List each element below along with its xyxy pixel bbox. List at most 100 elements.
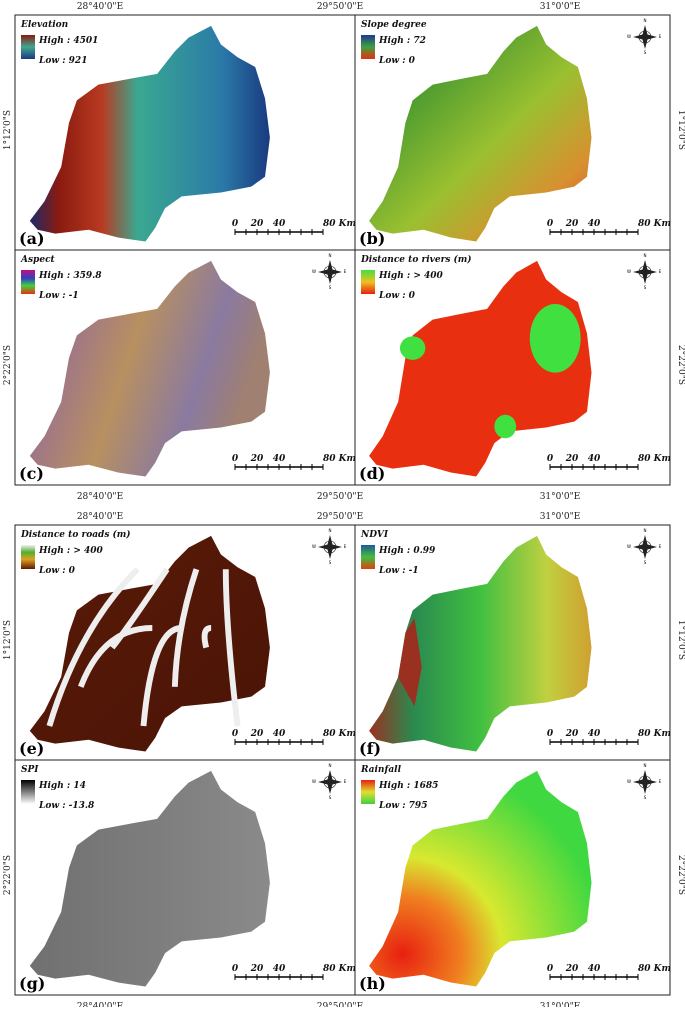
longitude-label: 28°40'0"E	[77, 1002, 123, 1007]
compass-letter: S	[329, 285, 332, 290]
map-panel: Distance to roads (m) High : > 400 Low : 0…	[14, 524, 356, 761]
map-panel: SPI High : 14 Low : -13.8 (g) 0 20 40 80 Km N E S W	[14, 759, 356, 996]
legend-title: Distance to rivers (m)	[360, 254, 472, 265]
map-panel: NDVI High : 0.99 Low : -1 (f) 0 20 40 80 Km N E S W	[354, 524, 671, 761]
scale-label: 40	[588, 219, 601, 229]
map	[369, 260, 592, 477]
panel-letter: (c)	[19, 464, 44, 483]
scale-label: 0	[232, 219, 239, 229]
compass-rose	[323, 775, 337, 789]
compass-letter: E	[659, 269, 662, 274]
map	[29, 25, 270, 242]
panel-letter: (f)	[359, 739, 381, 758]
compass-letter: W	[627, 544, 631, 549]
compass-rose	[318, 770, 342, 794]
map-area	[78, 625, 153, 688]
scale-label: 0	[547, 964, 554, 974]
legend-low: Low : -13.8	[38, 801, 95, 811]
scale-label: 80 Km	[638, 729, 671, 739]
legend-low: Low : 0	[378, 291, 416, 301]
scale-label: 20	[565, 964, 579, 974]
longitude-label: 28°40'0"E	[77, 492, 123, 502]
map-panel: Elevation High : 4501 Low : 921 (a) 0 20 40 80 …	[14, 14, 356, 251]
compass-rose	[638, 265, 652, 279]
compass-letter: W	[627, 779, 631, 784]
compass-letter: W	[312, 779, 316, 784]
legend-title: Rainfall	[360, 765, 402, 775]
map	[369, 25, 592, 242]
compass-letter: E	[659, 779, 662, 784]
map-area	[201, 625, 212, 649]
scale-label: 20	[565, 729, 579, 739]
panel-letter: (g)	[19, 974, 45, 993]
legend-swatch	[21, 545, 35, 569]
map	[29, 535, 270, 752]
scale-label: 0	[232, 729, 239, 739]
scale-label: 0	[547, 219, 554, 229]
compass-rose	[638, 30, 652, 44]
scale-label: 20	[565, 219, 579, 229]
map-area	[369, 260, 592, 477]
compass-letter: W	[312, 544, 316, 549]
scale-label: 0	[547, 454, 554, 464]
panel-letter: (d)	[359, 464, 385, 483]
scale-label: 40	[273, 729, 286, 739]
scale-label: 0	[232, 964, 239, 974]
legend-swatch	[21, 35, 35, 59]
compass-letter: N	[644, 18, 647, 23]
compass-letter: S	[644, 560, 647, 565]
map-area	[369, 25, 592, 242]
compass-letter: S	[329, 560, 332, 565]
latitude-label: 2°22'0"S	[3, 345, 13, 385]
longitude-label: 29°50'0"E	[317, 1002, 363, 1007]
scale-label: 20	[250, 964, 264, 974]
scale-label: 20	[250, 454, 264, 464]
panel-letter: (e)	[19, 739, 44, 758]
legend-high: High : 14	[38, 781, 86, 791]
scale-label: 40	[273, 219, 286, 229]
scale-label: 40	[273, 454, 286, 464]
legend-high: High : 1685	[378, 781, 438, 791]
scale-label: 40	[273, 964, 286, 974]
map-area	[29, 535, 270, 752]
longitude-label: 31°0'0"E	[540, 492, 581, 502]
longitude-label: 28°40'0"E	[77, 512, 123, 522]
map-area	[399, 336, 426, 360]
map-panel: Rainfall High : 1685 Low : 795 (h) 0 20 40 80 K…	[354, 759, 671, 996]
legend-high: High : > 400	[38, 546, 104, 556]
map-area	[29, 770, 270, 987]
compass-rose	[318, 260, 342, 284]
compass-rose	[633, 770, 657, 794]
scale-label: 80 Km	[638, 219, 671, 229]
legend-low: Low : 0	[378, 56, 416, 66]
latitude-label: 1°12'0"S	[3, 110, 13, 150]
compass-letter: N	[329, 528, 332, 533]
legend-title: Elevation	[20, 20, 68, 30]
scale-label: 40	[588, 964, 601, 974]
compass-letter: E	[659, 34, 662, 39]
legend-high: High : > 400	[378, 271, 444, 281]
latitude-label: 1°12'0"S	[676, 620, 685, 660]
map	[369, 770, 592, 987]
map-area	[369, 770, 592, 987]
map-panel: Slope degree High : 72 Low : 0 (b) 0 20 40 80 K…	[354, 14, 671, 251]
panel-letter: (h)	[359, 974, 386, 993]
legend-low: Low : -1	[38, 291, 79, 301]
legend-low: Low : 921	[38, 56, 87, 66]
compass-rose	[633, 260, 657, 284]
map-area	[109, 567, 170, 650]
compass-letter: N	[329, 763, 332, 768]
legend-title: NDVI	[360, 530, 389, 540]
compass-rose	[638, 540, 652, 554]
compass-letter: N	[644, 528, 647, 533]
scale-label: 40	[588, 729, 601, 739]
compass-letter: W	[627, 269, 631, 274]
compass-rose	[323, 265, 337, 279]
map-panel: Distance to rivers (m) High : > 400 Low : …	[354, 249, 671, 486]
legend-title: Slope degree	[361, 20, 427, 30]
legend-low: Low : 0	[38, 566, 76, 576]
latitude-label: 2°22'0"S	[3, 855, 13, 895]
map-area	[369, 535, 592, 752]
legend-high: High : 359.8	[38, 271, 102, 281]
